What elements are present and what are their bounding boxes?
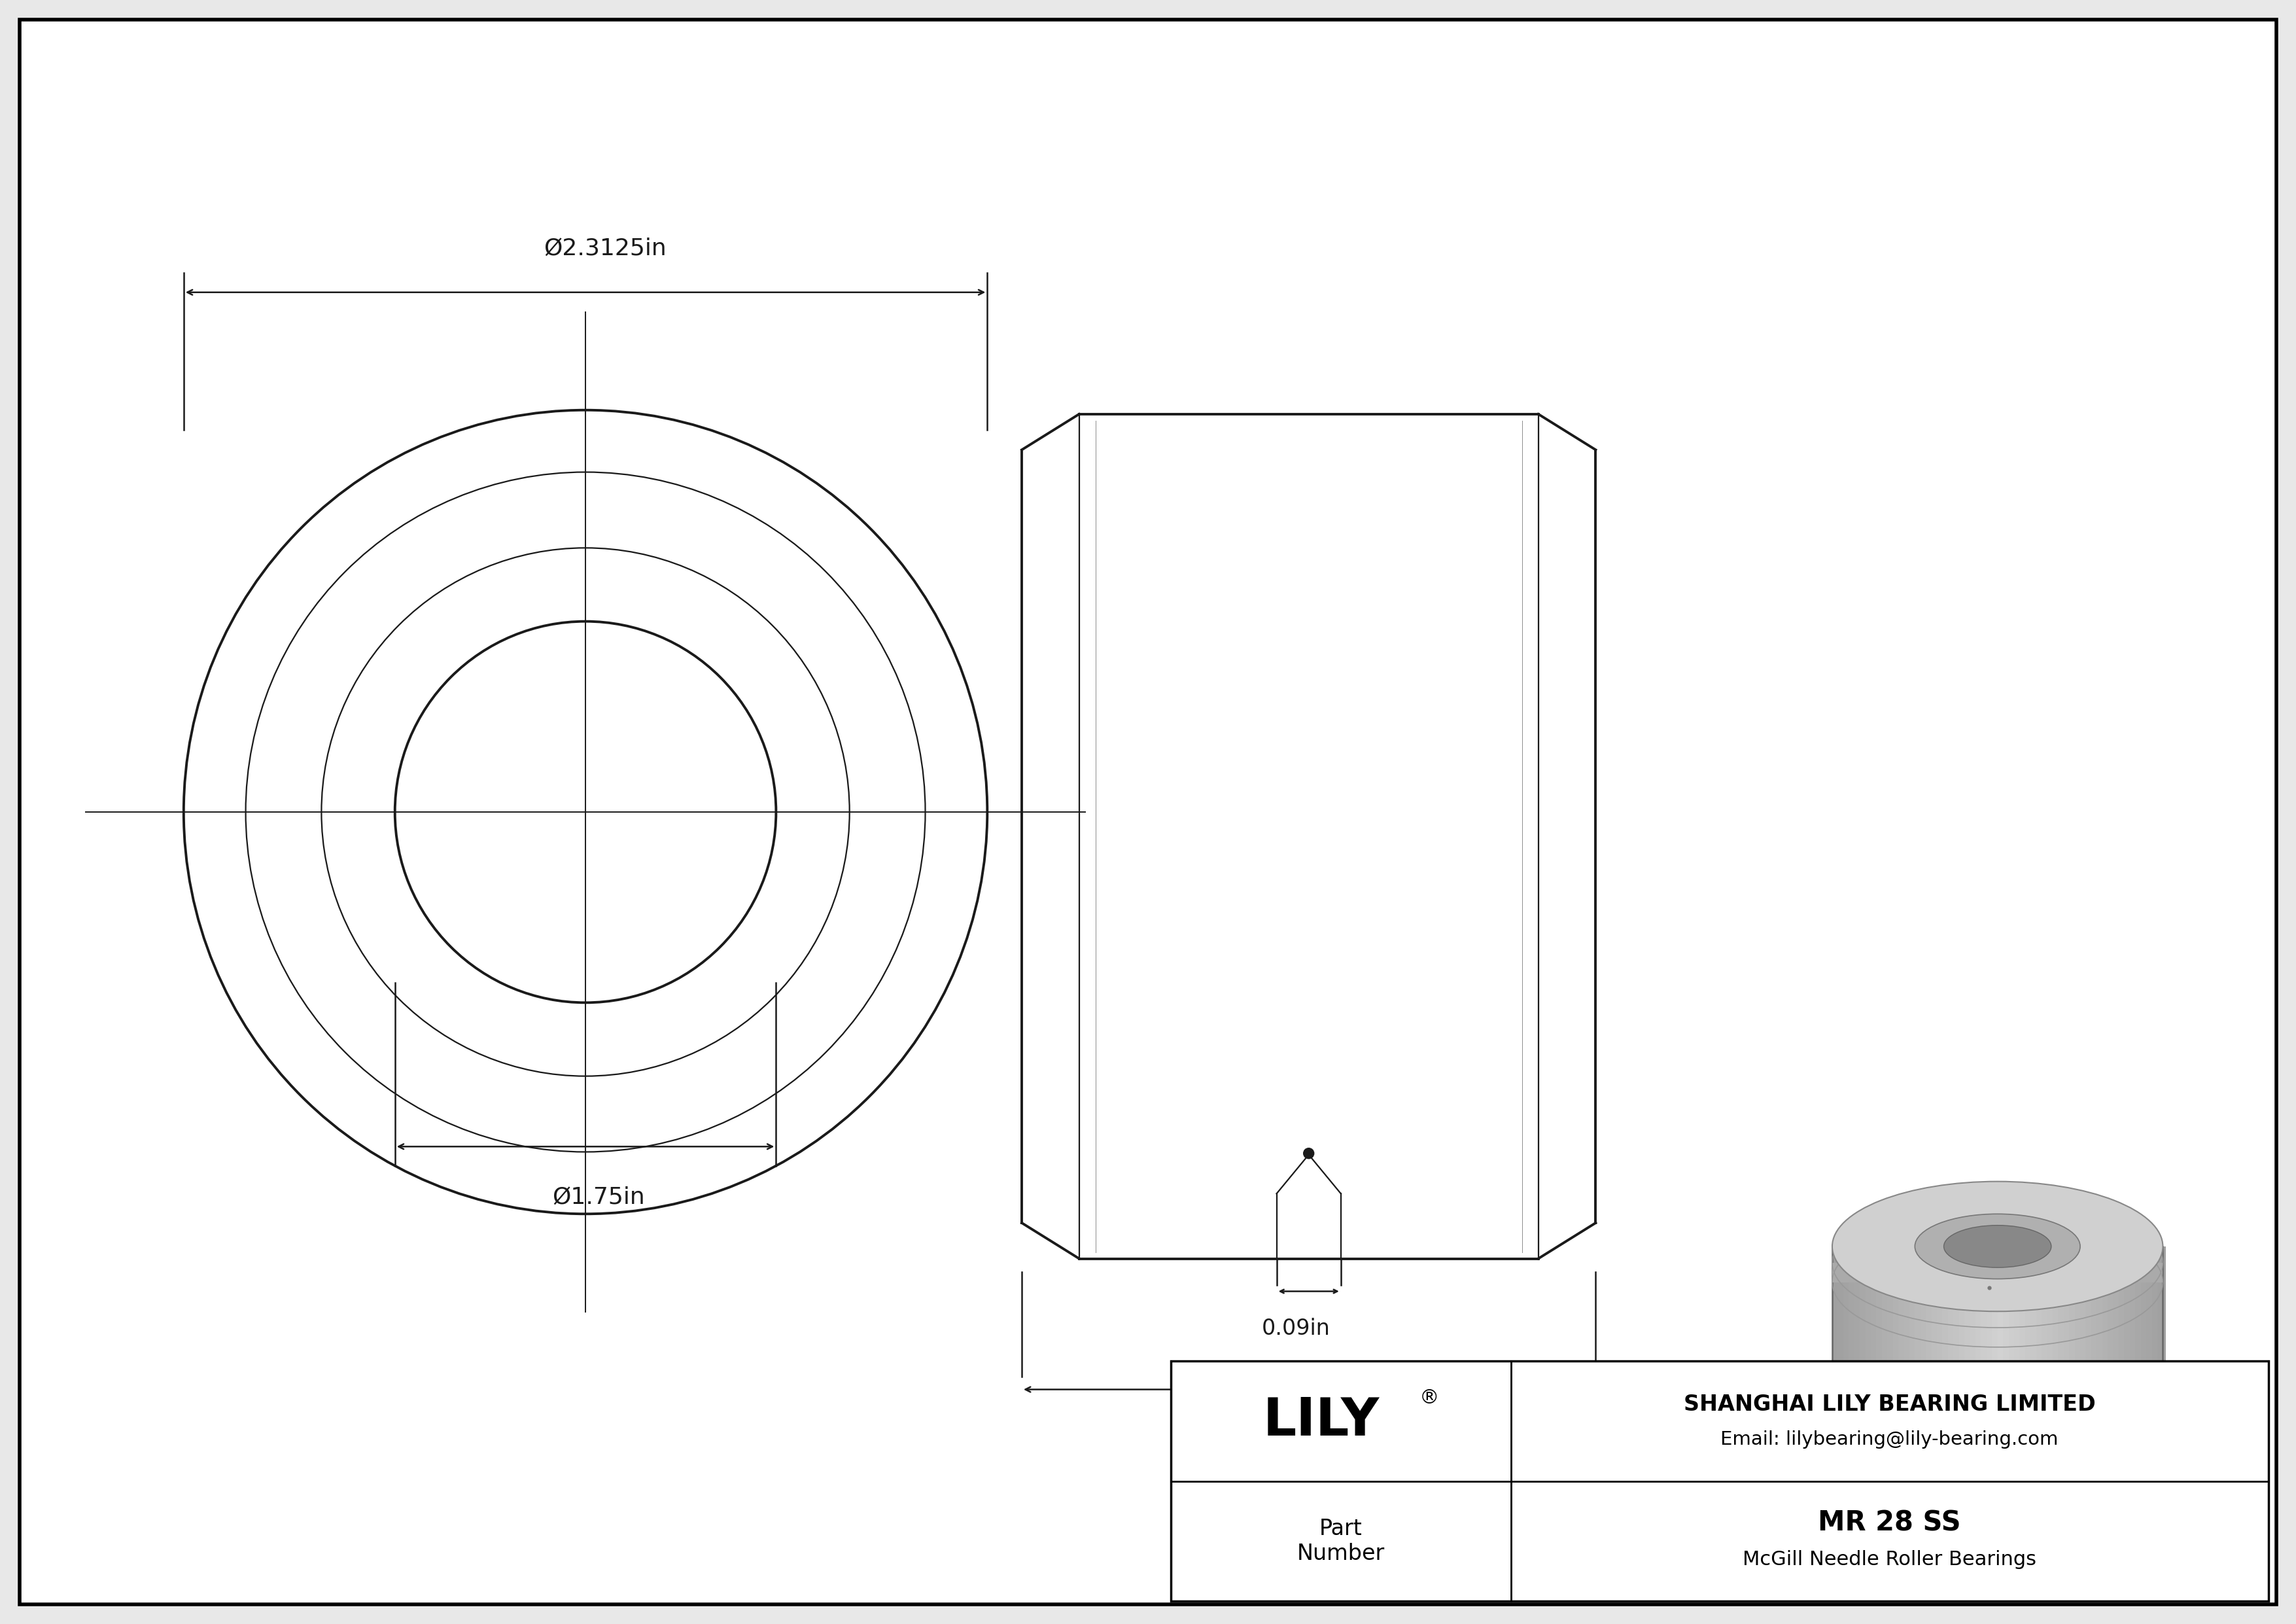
Text: LILY: LILY: [1263, 1395, 1380, 1447]
Text: Ø2.3125in: Ø2.3125in: [544, 237, 666, 260]
Text: SHANGHAI LILY BEARING LIMITED: SHANGHAI LILY BEARING LIMITED: [1683, 1393, 2096, 1416]
Bar: [1860, 1247, 1869, 1434]
Text: McGill Needle Roller Bearings: McGill Needle Roller Bearings: [1743, 1549, 2037, 1569]
Bar: [2069, 1247, 2078, 1434]
Bar: [1848, 1247, 1857, 1434]
Bar: [2085, 1247, 2094, 1434]
Bar: [2147, 1247, 2156, 1434]
Bar: [2080, 1247, 2089, 1434]
Text: Email: lilybearing@lily-bearing.com: Email: lilybearing@lily-bearing.com: [1720, 1431, 2060, 1449]
Bar: [1970, 1247, 1979, 1434]
Bar: [2151, 1247, 2161, 1434]
Text: MR 28 SS: MR 28 SS: [1818, 1509, 1961, 1536]
Bar: [2025, 1247, 2034, 1434]
Bar: [1938, 1247, 1945, 1434]
Bar: [2002, 1247, 2011, 1434]
Bar: [1993, 1247, 2000, 1434]
Circle shape: [1304, 1148, 1313, 1158]
Ellipse shape: [1832, 1367, 2163, 1497]
Bar: [1998, 1247, 2007, 1434]
Bar: [1899, 1247, 1908, 1434]
Bar: [1892, 1247, 1901, 1434]
Bar: [2112, 1247, 2122, 1434]
Bar: [1986, 1247, 1995, 1434]
Bar: [1965, 1247, 1972, 1434]
Bar: [1876, 1247, 1885, 1434]
Bar: [1919, 1247, 1929, 1434]
Bar: [1958, 1247, 1968, 1434]
Bar: [1910, 1247, 1917, 1434]
Ellipse shape: [1945, 1226, 2050, 1267]
Bar: [2096, 1247, 2105, 1434]
Bar: [2076, 1247, 2082, 1434]
Bar: [2057, 1247, 2066, 1434]
Bar: [1942, 1247, 1952, 1434]
Bar: [1171, 1361, 2268, 1601]
Bar: [2140, 1247, 2149, 1434]
Bar: [1915, 1247, 1924, 1434]
Text: Part
Number: Part Number: [1297, 1518, 1384, 1564]
Text: ®: ®: [1419, 1389, 1440, 1408]
Bar: [1947, 1247, 1956, 1434]
Bar: [2014, 1247, 2023, 1434]
Text: 1.25in: 1.25in: [1272, 1423, 1345, 1444]
Bar: [2124, 1247, 2133, 1434]
Bar: [2119, 1247, 2128, 1434]
Bar: [2092, 1247, 2101, 1434]
Bar: [1844, 1247, 1853, 1434]
Bar: [1832, 1263, 2163, 1283]
Ellipse shape: [1832, 1182, 2163, 1312]
Bar: [2131, 1247, 2138, 1434]
Bar: [1975, 1247, 1984, 1434]
Bar: [1832, 1247, 1841, 1434]
Bar: [1903, 1247, 1913, 1434]
Bar: [1171, 1361, 2268, 1601]
Bar: [2030, 1247, 2039, 1434]
Bar: [1931, 1247, 1940, 1434]
Bar: [1883, 1247, 1890, 1434]
Bar: [1981, 1247, 1991, 1434]
Bar: [2064, 1247, 2073, 1434]
Bar: [2009, 1247, 2018, 1434]
Bar: [2158, 1247, 2165, 1434]
Bar: [1871, 1247, 1880, 1434]
Bar: [2053, 1247, 2062, 1434]
Text: 0.09in: 0.09in: [1261, 1317, 1329, 1340]
Bar: [2108, 1247, 2117, 1434]
Bar: [2020, 1247, 2027, 1434]
Bar: [2048, 1247, 2055, 1434]
Bar: [1855, 1247, 1862, 1434]
Bar: [2037, 1247, 2046, 1434]
Bar: [2103, 1247, 2110, 1434]
Bar: [1954, 1247, 1963, 1434]
Bar: [2041, 1247, 2050, 1434]
Ellipse shape: [1915, 1215, 2080, 1280]
Bar: [1837, 1247, 1846, 1434]
Bar: [2135, 1247, 2144, 1434]
Text: Ø1.75in: Ø1.75in: [553, 1186, 645, 1208]
Bar: [1864, 1247, 1874, 1434]
Bar: [1887, 1247, 1896, 1434]
Bar: [1926, 1247, 1936, 1434]
